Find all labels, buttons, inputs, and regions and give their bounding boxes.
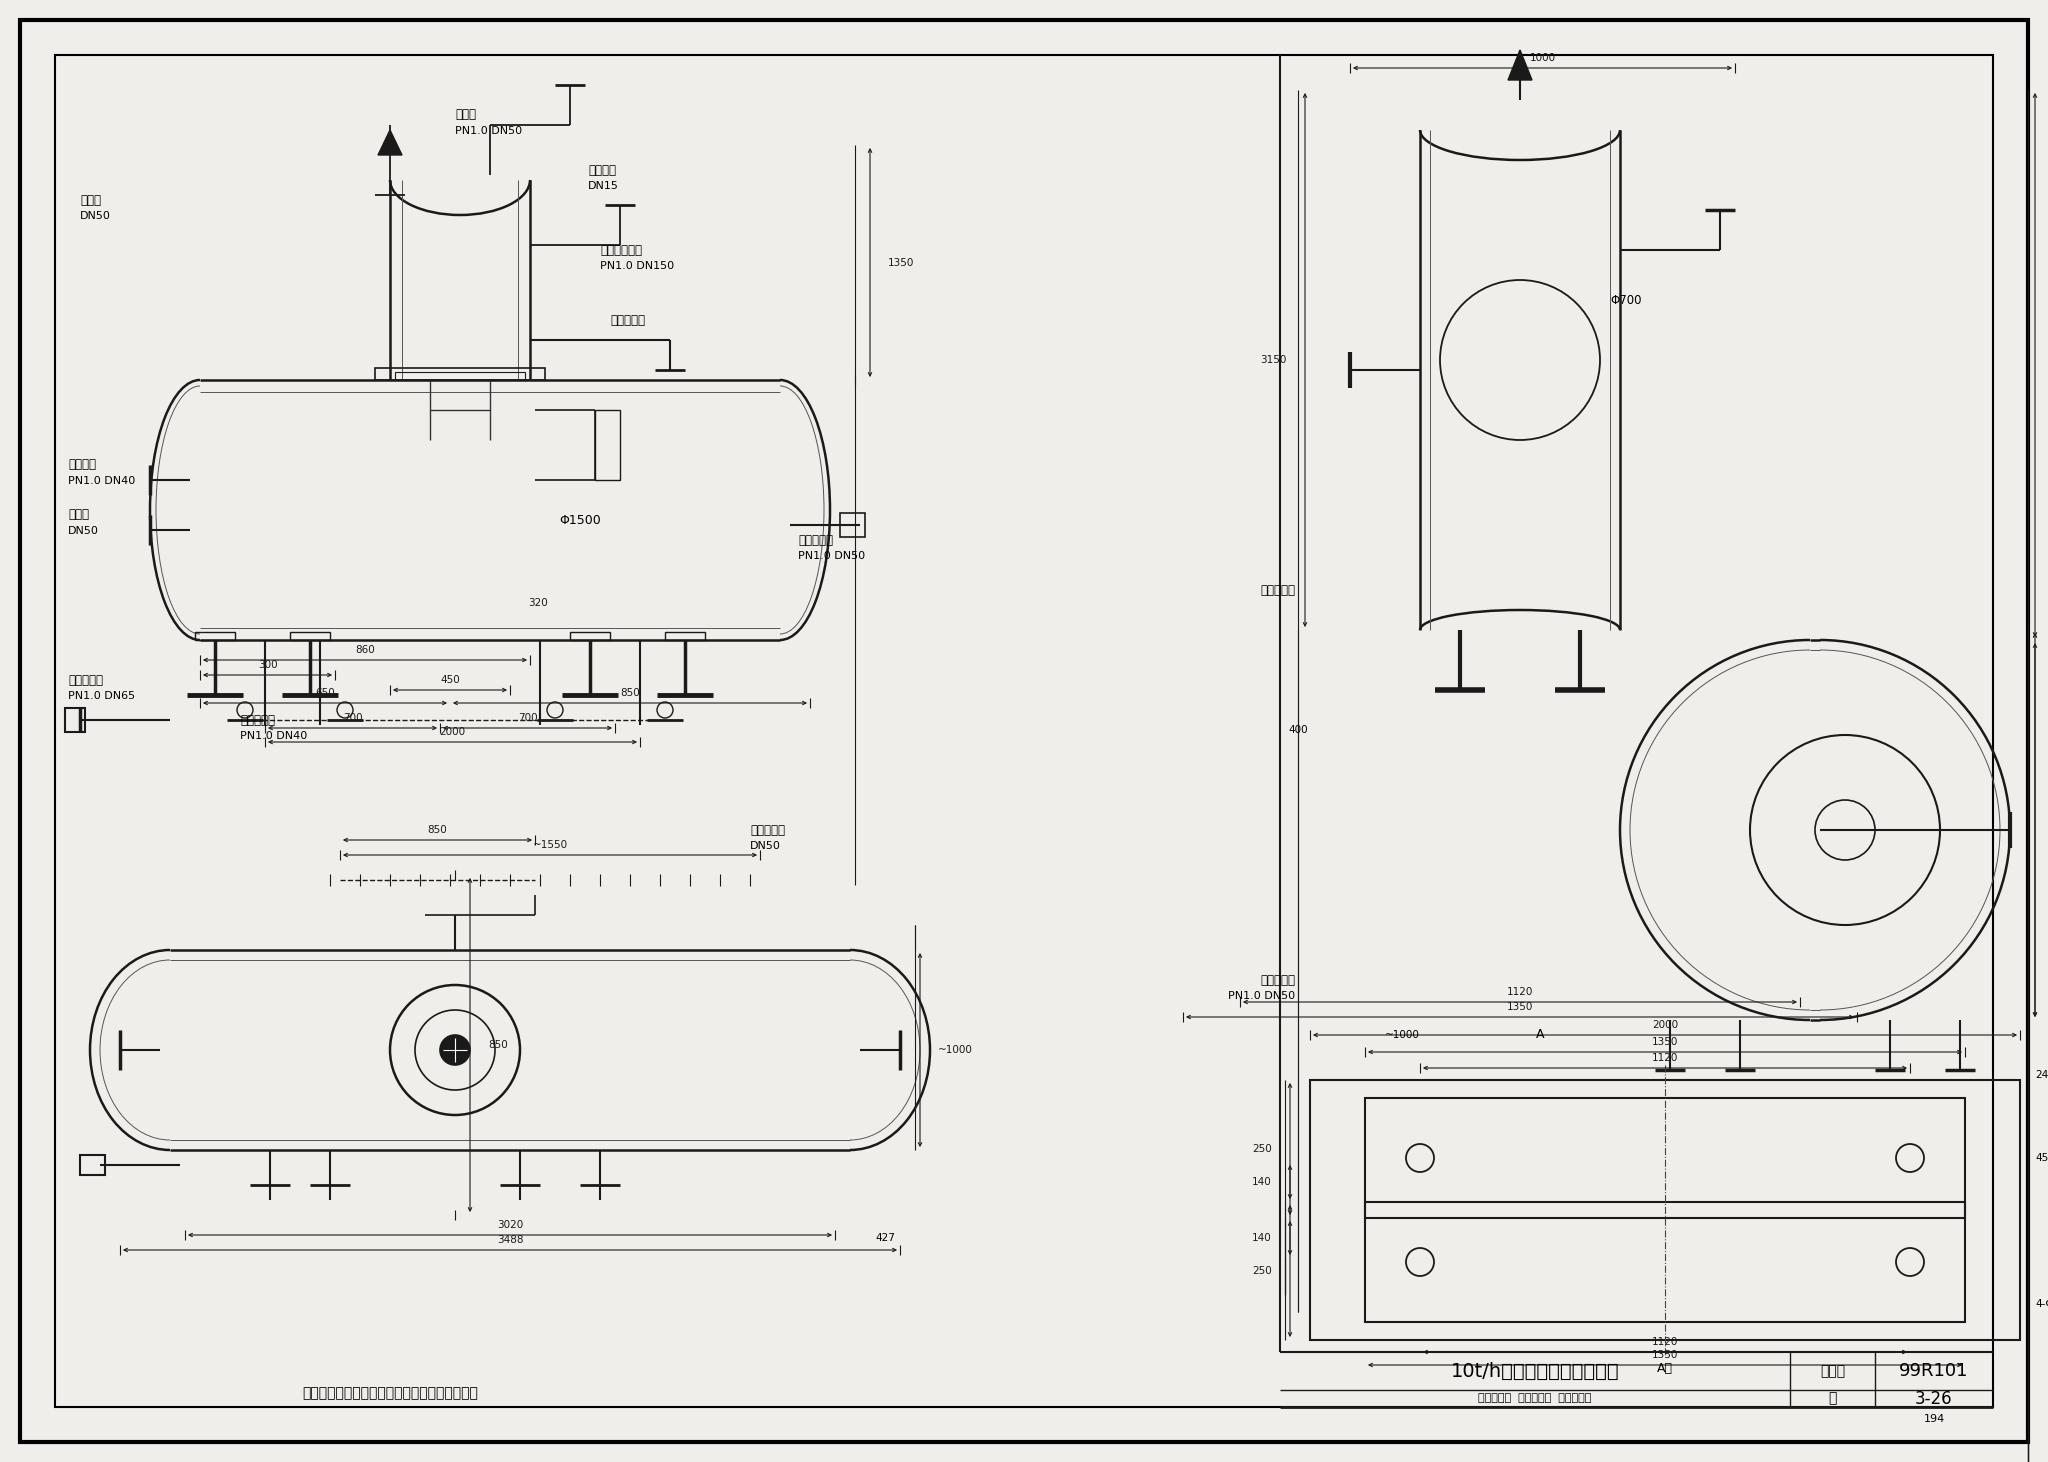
Text: 860: 860 [354,645,375,655]
Text: 250: 250 [1251,1143,1272,1154]
Text: 850: 850 [621,689,639,697]
Bar [1366,1098,1964,1218]
Text: 凝结水入口: 凝结水入口 [1260,974,1294,987]
Text: 补充水入口: 补充水入口 [750,823,784,836]
Bar [66,708,86,732]
Text: 1000: 1000 [1530,53,1556,63]
Text: 850: 850 [487,1039,508,1050]
Text: ~1000: ~1000 [1384,1031,1419,1039]
Bar [80,1155,104,1175]
Text: 850: 850 [428,825,446,835]
Text: PN1.0 DN50: PN1.0 DN50 [455,126,522,136]
Text: Φ700: Φ700 [1610,294,1642,307]
Text: 400: 400 [1288,725,1309,735]
Polygon shape [1507,50,1532,80]
Text: 650: 650 [315,689,336,697]
Circle shape [440,1035,469,1064]
Text: A向: A向 [1657,1361,1673,1374]
Text: 140: 140 [1251,1232,1272,1243]
Text: 注：本图按照上海申星锅炉辅机厂产品样本编制: 注：本图按照上海申星锅炉辅机厂产品样本编制 [301,1386,477,1399]
Text: 加热蒸气入口: 加热蒸气入口 [600,244,641,256]
Text: 10t/h大气式热力喷雾除氧器: 10t/h大气式热力喷雾除氧器 [1450,1361,1620,1380]
Polygon shape [379,130,401,155]
Text: DN50: DN50 [750,841,780,851]
Text: 194: 194 [1923,1414,1946,1424]
Text: 450: 450 [440,675,461,686]
Text: 安全阀: 安全阀 [80,193,100,206]
Text: 辅助加热管: 辅助加热管 [240,713,274,727]
Text: 放水管出口: 放水管出口 [68,674,102,687]
Text: 2000: 2000 [440,727,465,737]
Text: PN1.0 DN50: PN1.0 DN50 [1229,991,1294,1001]
Text: 3-26: 3-26 [1915,1389,1954,1408]
Text: 1350: 1350 [1507,1001,1534,1012]
Bar [1311,1080,2019,1341]
Bar [840,513,864,537]
Text: 700: 700 [342,713,362,724]
Text: 接平衡器: 接平衡器 [588,164,616,177]
Text: 审核仁思洛  核对郁松云  设计阎炼坤: 审核仁思洛 核对郁松云 设计阎炼坤 [1479,1393,1591,1404]
Text: ~1000: ~1000 [938,1045,973,1056]
Bar [666,632,705,640]
Text: 4-Φ24: 4-Φ24 [2036,1300,2048,1308]
Text: 24: 24 [2036,1070,2048,1080]
Text: 140: 140 [1251,1177,1272,1187]
Text: 3020: 3020 [498,1219,522,1230]
Text: PN1.0 DN40: PN1.0 DN40 [240,731,307,741]
Text: 1350: 1350 [1653,1349,1677,1360]
Text: 溢流口: 溢流口 [68,509,88,522]
Bar [1366,1202,1964,1322]
Text: 页: 页 [1829,1392,1837,1405]
Text: Φ1500: Φ1500 [559,513,600,526]
Bar [195,632,236,640]
Text: PN1.0 DN65: PN1.0 DN65 [68,692,135,700]
Bar [596,409,621,480]
Text: PN1.0 DN150: PN1.0 DN150 [600,262,674,270]
Text: 排气口: 排气口 [455,108,475,121]
Text: 1350: 1350 [889,257,913,268]
Text: DN50: DN50 [68,526,98,537]
Text: 250: 250 [1251,1266,1272,1276]
Text: ~1550: ~1550 [532,841,567,849]
Text: 45: 45 [2036,1154,2048,1162]
Text: 2000: 2000 [1653,1020,1677,1031]
Bar [395,371,524,380]
Text: 3150: 3150 [1262,355,1286,366]
Text: DN50: DN50 [80,211,111,221]
Text: 1120: 1120 [1653,1053,1677,1063]
Text: 320: 320 [528,598,549,608]
Text: 1350: 1350 [1653,1037,1677,1047]
Text: A: A [1536,1028,1544,1041]
Text: 液位继电器: 液位继电器 [610,313,645,326]
Text: 1120: 1120 [1507,987,1534,997]
Text: 99R101: 99R101 [1898,1363,1968,1380]
Text: 427: 427 [874,1232,895,1243]
Text: 除氧水入口: 除氧水入口 [1260,583,1294,596]
Text: PN1.0 DN40: PN1.0 DN40 [68,477,135,485]
Text: 图集号: 图集号 [1821,1364,1845,1379]
Text: 除氧水出口: 除氧水出口 [799,534,834,547]
Text: 1120: 1120 [1653,1338,1677,1347]
Bar [375,368,545,380]
Text: 700: 700 [518,713,537,724]
Text: 3488: 3488 [498,1235,522,1246]
Text: 水泵回水: 水泵回水 [68,459,96,472]
Text: 300: 300 [258,659,276,670]
Text: PN1.0 DN50: PN1.0 DN50 [799,551,864,561]
Text: DN15: DN15 [588,181,618,192]
Bar [569,632,610,640]
Bar [291,632,330,640]
